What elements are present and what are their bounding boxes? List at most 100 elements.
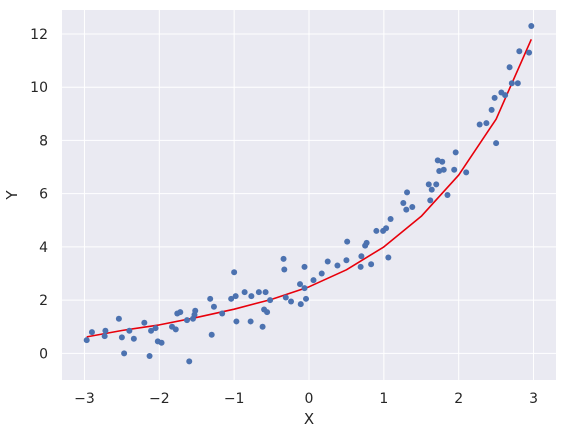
y-tick-label: 6 [39, 187, 48, 203]
scatter-point [141, 319, 148, 326]
scatter-point [514, 80, 521, 87]
scatter-point [231, 269, 238, 276]
scatter-point [528, 22, 535, 29]
y-tick-label: 4 [39, 240, 48, 256]
scatter-point [324, 258, 331, 265]
scatter-point [403, 206, 410, 213]
y-tick-label: 10 [30, 80, 48, 96]
scatter-point [343, 257, 350, 264]
y-axis-label: Y [3, 190, 21, 201]
y-tick-label: 8 [39, 133, 48, 149]
scatter-point [297, 301, 304, 308]
scatter-point [241, 289, 248, 296]
scatter-point [452, 149, 459, 156]
scatter-point [368, 261, 375, 268]
scatter-point [440, 166, 447, 173]
scatter-point [385, 254, 392, 261]
scatter-point [183, 317, 190, 324]
scatter-point [88, 329, 95, 336]
scatter-point [363, 239, 370, 246]
scatter-point [451, 166, 458, 173]
scatter-point [344, 238, 351, 245]
scatter-point [502, 92, 509, 99]
fit-line-layer [86, 38, 533, 338]
scatter-point [259, 323, 266, 330]
scatter-point [152, 325, 159, 332]
scatter-point [310, 277, 317, 284]
scatter-point [115, 315, 122, 322]
scatter-point [177, 309, 184, 316]
x-tick-label: 2 [454, 391, 463, 407]
scatter-point [383, 225, 390, 232]
scatter-point [192, 307, 199, 314]
y-tick-label: 0 [39, 346, 48, 362]
scatter-point [506, 64, 513, 71]
scatter-point [463, 169, 470, 176]
scatter-point [476, 121, 483, 128]
scatter-point [425, 181, 432, 188]
scatter-point [267, 297, 274, 304]
scatter-point [491, 94, 498, 101]
scatter-point [228, 295, 235, 302]
scatter-point [210, 303, 217, 310]
scatter-point [404, 189, 411, 196]
scatter-point [208, 331, 215, 338]
x-tick-label: −2 [149, 391, 170, 407]
scatter-point [427, 197, 434, 204]
scatter-point [303, 295, 310, 302]
x-tick-label: −3 [74, 391, 95, 407]
scatter-point [488, 106, 495, 113]
scatter-point [186, 358, 193, 365]
scatter-point [358, 253, 365, 260]
scatter-point [334, 262, 341, 269]
scatter-point [433, 181, 440, 188]
scatter-point [483, 120, 490, 127]
y-tick-label: 12 [30, 27, 48, 43]
scatter-point [255, 289, 262, 296]
scatter-point [318, 270, 325, 277]
scatter-point [232, 293, 239, 300]
x-tick-label: 1 [379, 391, 388, 407]
scatter-point [281, 266, 288, 273]
scatter-point [400, 199, 407, 206]
x-tick-label: 3 [529, 391, 538, 407]
scatter-point [373, 227, 380, 234]
x-axis-label: X [304, 410, 314, 428]
scatter-point [387, 215, 394, 222]
scatter-point [158, 339, 165, 346]
scatter-point [118, 334, 125, 341]
scatter-point [146, 353, 153, 360]
scatter-point [493, 140, 500, 147]
scatter-point [172, 326, 179, 333]
scatter-point [219, 310, 226, 317]
scatter-point [526, 49, 533, 56]
scatter-point [508, 80, 515, 87]
scatter-point [357, 263, 364, 270]
scatter-points [83, 22, 535, 365]
scatter-point [516, 48, 523, 55]
scatter-point [280, 255, 287, 262]
x-tick-labels: −3 −2 −1 0 1 2 3 [74, 391, 538, 407]
x-tick-label: −1 [224, 391, 245, 407]
scatter-point [444, 192, 451, 198]
scatter-point [264, 309, 271, 316]
scatter-point [130, 335, 137, 342]
scatter-point [101, 333, 108, 340]
scatter-point [301, 285, 308, 292]
scatter-point [248, 293, 255, 300]
scatter-point [282, 294, 289, 301]
scatter-point [207, 295, 214, 302]
scatter-point [148, 327, 155, 334]
scatter-point [262, 289, 269, 296]
scatter-point [102, 327, 109, 334]
fit-line [86, 38, 533, 338]
y-tick-labels: 0 2 4 6 8 10 12 [30, 27, 48, 362]
scatter-point [428, 186, 435, 193]
scatter-point [409, 203, 416, 210]
scatter-point [439, 158, 446, 165]
grid-lines [62, 10, 556, 380]
scatter-point [233, 318, 240, 325]
scatter-point [288, 298, 295, 305]
x-tick-label: 0 [305, 391, 314, 407]
